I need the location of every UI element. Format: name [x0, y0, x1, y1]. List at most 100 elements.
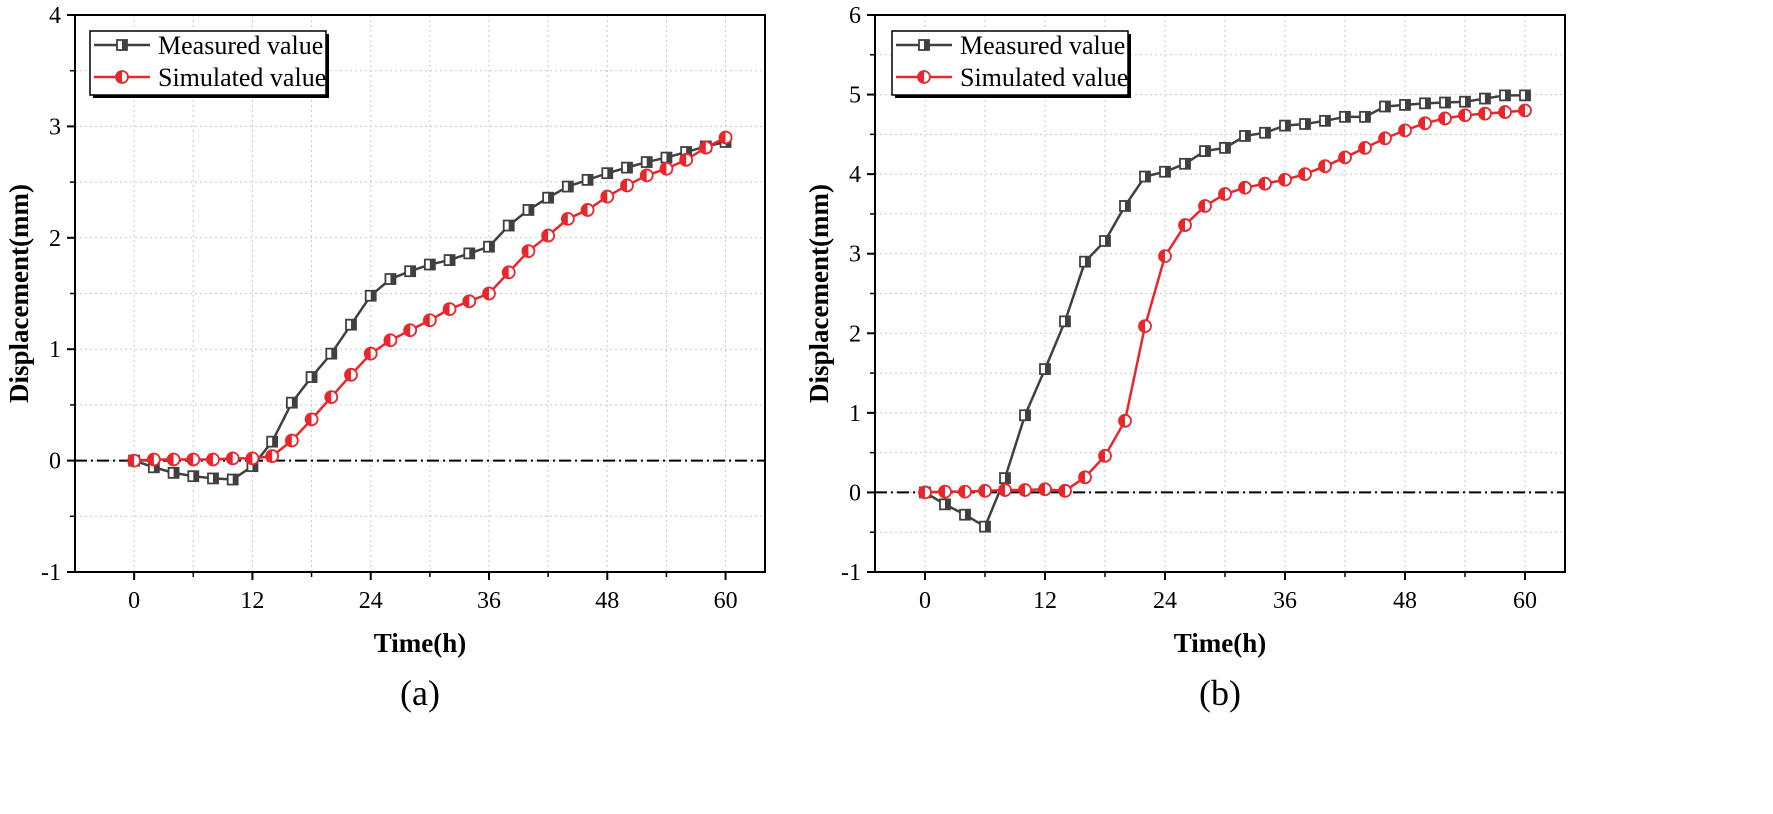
- data-point-fill: [1159, 250, 1165, 263]
- data-point-fill: [246, 452, 253, 465]
- data-point-fill: [1439, 112, 1445, 125]
- legend-marker-fill: [918, 71, 924, 83]
- data-point-fill: [528, 204, 534, 215]
- data-point-fill: [266, 450, 273, 463]
- data-point-fill: [1325, 115, 1330, 126]
- data-point-fill: [1085, 256, 1090, 267]
- data-point-fill: [153, 462, 159, 473]
- data-point-fill: [167, 453, 174, 466]
- data-point-fill: [325, 391, 332, 404]
- data-point-fill: [449, 255, 455, 266]
- data-point-fill: [232, 474, 238, 485]
- data-point-fill: [173, 467, 179, 478]
- legend-marker-fill: [116, 71, 122, 83]
- data-point-fill: [686, 147, 692, 158]
- data-point-fill: [1259, 177, 1265, 190]
- data-point-fill: [1179, 219, 1185, 232]
- data-point-fill: [1319, 160, 1325, 173]
- y-tick-label: 2: [849, 321, 861, 347]
- data-point-fill: [489, 241, 494, 252]
- x-tick-label: 24: [1153, 588, 1177, 614]
- data-point-fill: [965, 509, 970, 520]
- data-point-fill: [627, 162, 632, 173]
- data-point-fill: [1485, 93, 1490, 104]
- data-point-fill: [1139, 320, 1145, 333]
- y-tick-label: 4: [849, 162, 861, 188]
- data-point-fill: [1305, 119, 1310, 130]
- y-tick-label: 3: [849, 242, 861, 268]
- data-point-fill: [1039, 483, 1045, 496]
- data-point-fill: [945, 499, 950, 510]
- data-point-fill: [542, 229, 549, 242]
- data-point-fill: [979, 484, 985, 497]
- data-point-fill: [1519, 104, 1525, 117]
- x-tick-label: 0: [128, 588, 140, 614]
- data-point-fill: [1165, 166, 1170, 177]
- data-point-fill: [404, 324, 411, 337]
- data-point-fill: [1465, 96, 1470, 107]
- panel-label: (a): [400, 673, 440, 713]
- data-point-fill: [1119, 414, 1125, 427]
- data-point-fill: [1059, 484, 1065, 497]
- legend-label: Measured value: [960, 31, 1125, 60]
- data-point-fill: [1299, 168, 1305, 181]
- data-point-fill: [660, 162, 667, 175]
- data-point-fill: [621, 179, 627, 192]
- legend-marker-fill: [122, 40, 127, 50]
- data-point-fill: [1005, 473, 1010, 484]
- data-point-fill: [351, 319, 356, 330]
- data-point-fill: [1239, 181, 1245, 194]
- legend-label: Measured value: [158, 31, 323, 60]
- data-point-fill: [345, 368, 351, 381]
- data-point-fill: [1385, 101, 1390, 112]
- chart-panel-b: 0 12 24 36 48 60-10123456Time(h)Displacement(…: [804, 3, 1566, 713]
- data-point-fill: [1019, 484, 1025, 497]
- legend: Measured value Simulated value: [89, 30, 329, 98]
- data-point-fill: [305, 413, 312, 426]
- panel-label: (b): [1199, 673, 1241, 713]
- legend-label: Simulated value: [158, 63, 326, 92]
- y-axis-title: Displacement(mm): [4, 184, 34, 403]
- x-tick-label: 48: [1393, 588, 1417, 614]
- y-tick-label: -1: [841, 560, 861, 586]
- data-point-fill: [1479, 107, 1485, 120]
- series-simulated: [127, 130, 733, 468]
- y-axis-title: Displacement(mm): [804, 184, 834, 403]
- x-tick-label: 0: [919, 588, 931, 614]
- data-point-fill: [1185, 158, 1190, 169]
- data-point-fill: [999, 484, 1005, 497]
- data-point-fill: [1499, 106, 1505, 119]
- data-point-fill: [187, 453, 194, 466]
- x-tick-label: 36: [477, 588, 501, 614]
- data-point-fill: [1279, 173, 1285, 186]
- data-point-fill: [423, 314, 430, 327]
- data-point-fill: [1399, 124, 1405, 137]
- data-point-fill: [1405, 99, 1410, 110]
- data-point-fill: [291, 397, 297, 408]
- data-point-fill: [699, 141, 706, 154]
- data-point-fill: [1125, 200, 1130, 211]
- legend: Measured value Simulated value: [891, 30, 1131, 98]
- data-point-fill: [410, 266, 416, 277]
- data-point-fill: [1345, 111, 1350, 122]
- data-point-fill: [1079, 471, 1085, 484]
- data-point-fill: [1339, 151, 1345, 164]
- data-point-fill: [384, 334, 391, 347]
- data-point-fill: [390, 274, 396, 285]
- legend-box: [89, 30, 327, 96]
- data-point-fill: [429, 259, 435, 270]
- data-point-fill: [147, 453, 154, 466]
- data-point-fill: [193, 471, 199, 482]
- x-tick-label: 60: [1513, 588, 1537, 614]
- x-tick-label: 60: [714, 588, 738, 614]
- data-point-fill: [522, 245, 529, 258]
- y-tick-label: 0: [49, 449, 61, 475]
- x-tick-label: 12: [240, 588, 264, 614]
- x-tick-label: 36: [1273, 588, 1297, 614]
- data-point-fill: [370, 290, 376, 301]
- series-simulated: [918, 103, 1532, 500]
- data-point-fill: [1145, 171, 1150, 182]
- data-point-fill: [587, 174, 593, 185]
- data-point-fill: [252, 461, 258, 472]
